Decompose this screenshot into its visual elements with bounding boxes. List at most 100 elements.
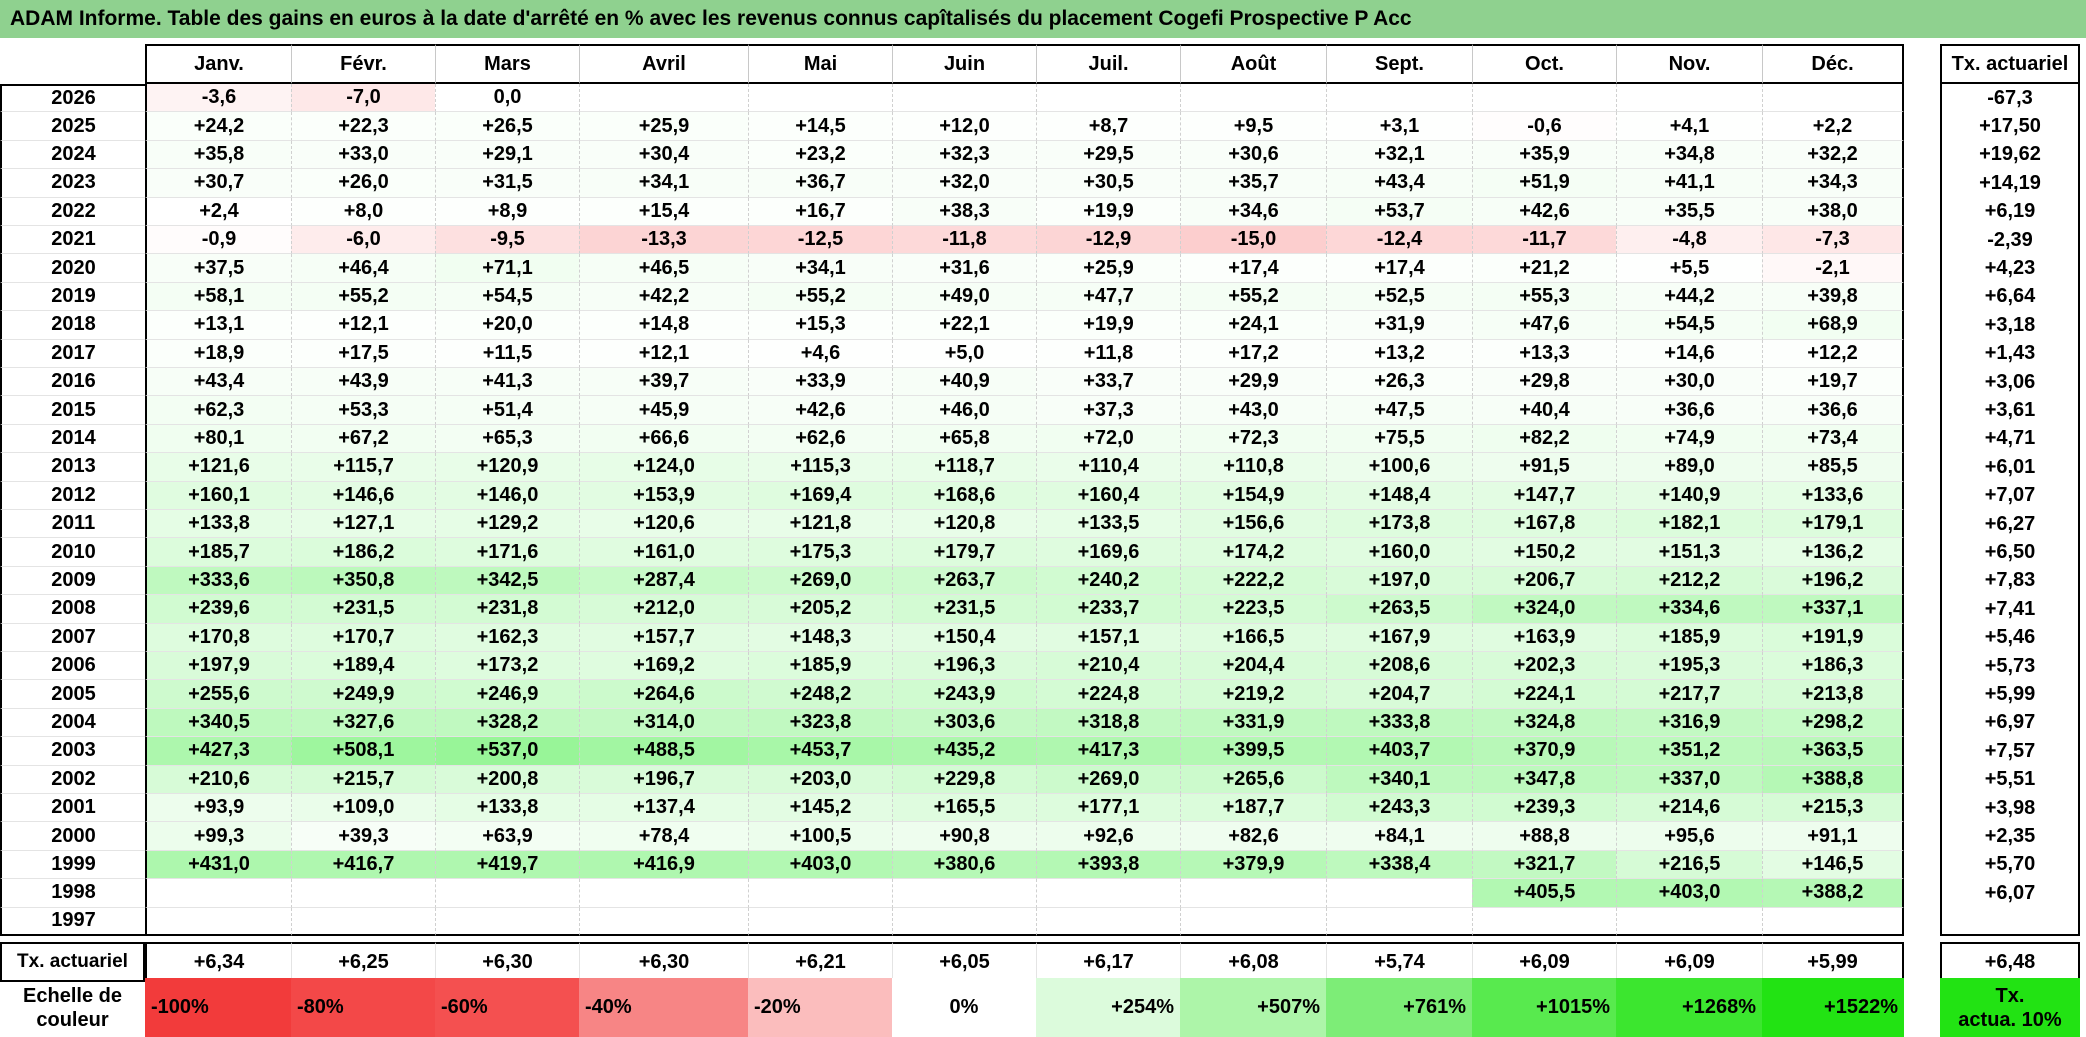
gain-cell: +43,9 xyxy=(291,368,435,397)
gain-cell: +202,3 xyxy=(1472,652,1616,681)
gain-cell: +213,8 xyxy=(1762,680,1904,709)
month-header: Sept. xyxy=(1326,44,1472,84)
gain-cell: +42,6 xyxy=(748,396,892,425)
gain-cell: +42,2 xyxy=(579,282,748,312)
gain-cell: +340,5 xyxy=(145,708,291,738)
gain-cell: +210,4 xyxy=(1036,652,1180,681)
gain-cell: +95,6 xyxy=(1616,822,1762,851)
gain-cell: +35,9 xyxy=(1472,140,1616,170)
year-label: 2024 xyxy=(0,140,145,170)
gain-cell: +41,1 xyxy=(1616,169,1762,198)
gain-cell: +196,7 xyxy=(579,765,748,794)
rate-cell: +6,64 xyxy=(1940,282,2080,312)
gain-cell: +204,4 xyxy=(1180,652,1326,681)
gain-cell: +55,2 xyxy=(291,282,435,312)
gain-cell xyxy=(579,907,748,936)
gain-cell: +13,3 xyxy=(1472,339,1616,368)
gain-cell: +34,8 xyxy=(1616,140,1762,170)
gain-cell: +12,2 xyxy=(1762,339,1904,368)
gain-cell: +115,3 xyxy=(748,453,892,482)
gain-cell: +263,5 xyxy=(1326,595,1472,624)
gain-cell: +338,4 xyxy=(1326,850,1472,880)
gain-cell: +4,6 xyxy=(748,339,892,368)
gain-cell: +197,0 xyxy=(1326,566,1472,596)
gain-cell: +115,7 xyxy=(291,453,435,482)
gain-cell xyxy=(1180,907,1326,936)
gain-cell xyxy=(579,84,748,113)
summary-cell: +6,17 xyxy=(1036,942,1180,982)
gain-cell: +22,3 xyxy=(291,112,435,141)
gain-cell: +85,5 xyxy=(1762,453,1904,482)
gain-cell: +92,6 xyxy=(1036,822,1180,851)
gain-cell: +13,2 xyxy=(1326,339,1472,368)
rate-cell: +6,27 xyxy=(1940,510,2080,539)
gain-cell: +46,4 xyxy=(291,254,435,283)
gain-cell: +328,2 xyxy=(435,708,579,738)
gain-cell: +90,8 xyxy=(892,822,1036,851)
gain-cell: +34,6 xyxy=(1180,197,1326,226)
gain-cell: +150,4 xyxy=(892,623,1036,652)
gain-cell: +33,7 xyxy=(1036,368,1180,397)
gain-cell: +63,9 xyxy=(435,822,579,851)
scale-swatch: +761% xyxy=(1326,978,1472,1037)
month-header: Oct. xyxy=(1472,44,1616,84)
gain-cell: +30,4 xyxy=(579,140,748,170)
gain-cell: +219,2 xyxy=(1180,680,1326,709)
gain-cell xyxy=(579,879,748,908)
gain-cell: +14,8 xyxy=(579,311,748,340)
gain-cell: +17,4 xyxy=(1326,254,1472,283)
month-header: Déc. xyxy=(1762,44,1904,84)
gain-cell: +120,9 xyxy=(435,453,579,482)
gain-cell: +88,8 xyxy=(1472,822,1616,851)
gain-cell: +110,8 xyxy=(1180,453,1326,482)
gain-cell: +22,1 xyxy=(892,311,1036,340)
gain-cell: +35,8 xyxy=(145,140,291,170)
gain-cell: +147,7 xyxy=(1472,481,1616,510)
year-label: 2019 xyxy=(0,282,145,312)
gain-cell: +243,3 xyxy=(1326,794,1472,823)
gain-cell: +74,9 xyxy=(1616,424,1762,454)
gain-cell: +32,0 xyxy=(892,169,1036,198)
gain-cell xyxy=(1326,879,1472,908)
year-label: 2002 xyxy=(0,765,145,794)
gain-cell: +537,0 xyxy=(435,737,579,766)
gain-cell: +435,2 xyxy=(892,737,1036,766)
gain-cell: +163,9 xyxy=(1472,623,1616,652)
gain-cell: +167,8 xyxy=(1472,510,1616,539)
gain-cell: +100,5 xyxy=(748,822,892,851)
gain-cell: +255,6 xyxy=(145,680,291,709)
gain-cell: -11,8 xyxy=(892,226,1036,255)
gain-cell: +347,8 xyxy=(1472,765,1616,794)
rate-cell: +6,97 xyxy=(1940,708,2080,738)
gain-cell: +2,4 xyxy=(145,197,291,226)
gain-cell: +43,4 xyxy=(1326,169,1472,198)
gain-cell: +91,1 xyxy=(1762,822,1904,851)
gain-cell xyxy=(435,907,579,936)
gain-cell: +321,7 xyxy=(1472,850,1616,880)
gain-cell: +68,9 xyxy=(1762,311,1904,340)
gain-cell: +240,2 xyxy=(1036,566,1180,596)
gain-cell: +231,8 xyxy=(435,595,579,624)
rate-cell: +7,83 xyxy=(1940,566,2080,596)
gain-cell: +26,0 xyxy=(291,169,435,198)
gain-cell: +196,3 xyxy=(892,652,1036,681)
gain-cell: +127,1 xyxy=(291,510,435,539)
gain-cell: +33,9 xyxy=(748,368,892,397)
gain-cell: +65,3 xyxy=(435,424,579,454)
rate-header: Tx. actuariel xyxy=(1940,44,2080,84)
year-label: 2022 xyxy=(0,197,145,226)
rate-cell: +3,61 xyxy=(1940,396,2080,425)
gain-cell: +324,8 xyxy=(1472,708,1616,738)
gain-cell: +182,1 xyxy=(1616,510,1762,539)
gain-cell: +166,5 xyxy=(1180,623,1326,652)
gain-cell: +140,9 xyxy=(1616,481,1762,510)
gain-cell xyxy=(1326,907,1472,936)
gain-cell: +30,0 xyxy=(1616,368,1762,397)
gain-cell: +136,2 xyxy=(1762,538,1904,567)
gain-cell: +121,8 xyxy=(748,510,892,539)
year-label: 2020 xyxy=(0,254,145,283)
gain-cell: +146,0 xyxy=(435,481,579,510)
gain-cell: +157,7 xyxy=(579,623,748,652)
scale-swatch: -40% xyxy=(579,978,748,1037)
gain-cell: +153,9 xyxy=(579,481,748,510)
